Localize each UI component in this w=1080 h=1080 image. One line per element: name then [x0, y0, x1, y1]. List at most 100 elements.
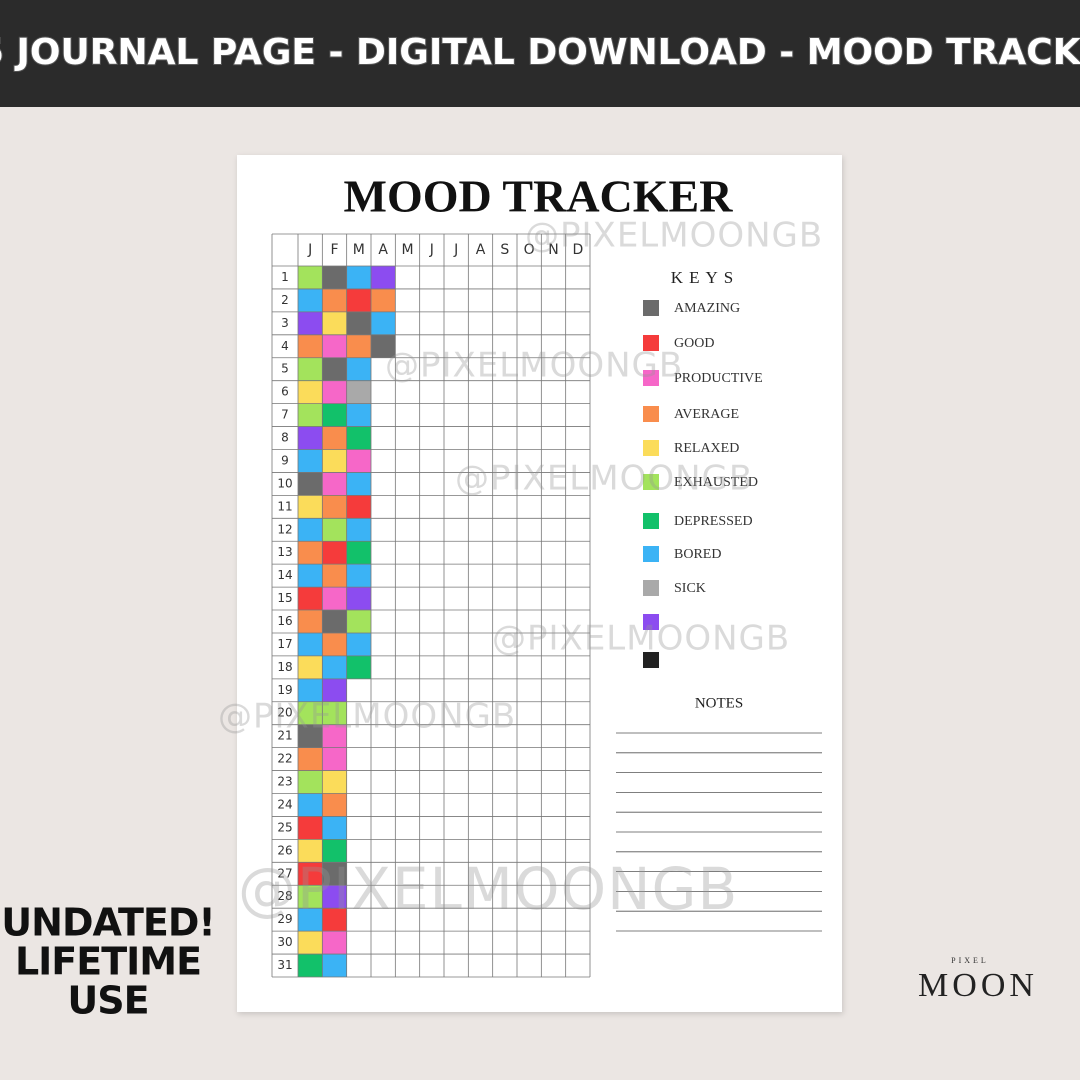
day-label: 9 [281, 453, 289, 467]
mood-cell [298, 288, 323, 312]
mood-cell [371, 266, 396, 289]
key-label: GOOD [674, 336, 714, 351]
mood-cell [322, 426, 347, 450]
day-label: 10 [277, 476, 292, 490]
mood-cell [322, 495, 347, 519]
day-label: 7 [281, 408, 289, 422]
mood-cell [346, 426, 371, 450]
key-swatch [643, 440, 659, 456]
month-label: O [524, 242, 535, 258]
mood-cell [322, 564, 347, 588]
mood-cell [346, 472, 371, 496]
day-label: 14 [277, 568, 292, 582]
mood-cell [298, 701, 323, 725]
mood-cell [346, 655, 371, 679]
day-label: 11 [277, 499, 292, 513]
day-label: 23 [277, 775, 292, 789]
mood-cell [298, 266, 323, 289]
notes-title: NOTES [695, 695, 743, 711]
mood-cell [322, 839, 347, 863]
day-label: 26 [277, 843, 292, 857]
mood-cell [322, 541, 347, 565]
mood-cell [322, 816, 347, 840]
mood-cell [298, 885, 323, 909]
mood-cell [346, 587, 371, 611]
month-label: M [401, 242, 413, 258]
key-label: RELAXED [674, 441, 739, 456]
mood-cell [298, 747, 323, 771]
day-label: 6 [281, 385, 289, 399]
badge-line: LIFETIME [15, 940, 201, 984]
key-swatch [643, 370, 659, 386]
mood-cell [346, 403, 371, 427]
mood-cell [322, 610, 347, 633]
month-label: N [548, 242, 558, 258]
mood-cell [298, 816, 323, 840]
key-swatch [643, 546, 659, 562]
mood-cell [298, 862, 323, 886]
key-swatch [643, 474, 659, 490]
mood-cell [298, 610, 323, 633]
mood-cell [322, 793, 347, 817]
day-label: 27 [277, 866, 292, 880]
mood-cell [322, 954, 347, 977]
key-swatch [643, 406, 659, 422]
mood-cell [371, 311, 396, 335]
key-swatch [643, 580, 659, 596]
logo-small: PIXEL [951, 956, 989, 965]
day-label: 21 [277, 729, 292, 743]
month-label: A [378, 242, 388, 258]
mood-cell [298, 564, 323, 588]
mood-cell [298, 839, 323, 863]
mood-cell [346, 632, 371, 656]
watermark: @PIXELMOONGB [385, 346, 683, 386]
mood-cell [322, 472, 347, 496]
mood-cell [322, 380, 347, 404]
key-swatch [643, 652, 659, 668]
mood-cell [322, 449, 347, 473]
day-label: 22 [277, 752, 292, 766]
mood-cell [298, 655, 323, 679]
mood-cell [298, 541, 323, 565]
mood-cell [298, 678, 323, 702]
month-label: S [500, 242, 509, 258]
day-label: 12 [277, 522, 292, 536]
mood-cell [298, 311, 323, 335]
mood-cell [298, 587, 323, 611]
month-label: F [330, 242, 338, 258]
mood-cell [346, 357, 371, 381]
day-label: 25 [277, 820, 292, 834]
banner [0, 0, 1080, 107]
mood-cell [346, 449, 371, 473]
key-label: DEPRESSED [674, 514, 753, 529]
mood-cell [298, 632, 323, 656]
day-label: 1 [281, 270, 289, 284]
mood-cell [322, 908, 347, 932]
key-swatch [643, 614, 659, 630]
day-label: 8 [281, 431, 289, 445]
month-label: A [476, 242, 486, 258]
mood-cell [322, 747, 347, 771]
day-label: 4 [281, 339, 289, 353]
mood-cell [298, 931, 323, 955]
key-label: AVERAGE [674, 407, 739, 422]
mood-cell [298, 954, 323, 977]
mood-cell [322, 518, 347, 542]
key-swatch [643, 335, 659, 351]
keys-title: KEYS [671, 268, 739, 287]
mood-cell [298, 334, 323, 358]
month-label: J [453, 242, 458, 258]
day-label: 28 [277, 889, 292, 903]
mood-cell [346, 334, 371, 358]
month-label: J [429, 242, 434, 258]
mood-cell [322, 862, 347, 886]
page-title: MOOD TRACKER [344, 171, 734, 222]
key-swatch [643, 513, 659, 529]
key-label: BORED [674, 547, 721, 562]
day-label: 15 [277, 591, 292, 605]
day-label: 31 [277, 958, 292, 972]
mood-cell [346, 495, 371, 519]
day-label: 5 [281, 362, 289, 376]
watermark: @PIXELMOONGB [525, 216, 823, 256]
